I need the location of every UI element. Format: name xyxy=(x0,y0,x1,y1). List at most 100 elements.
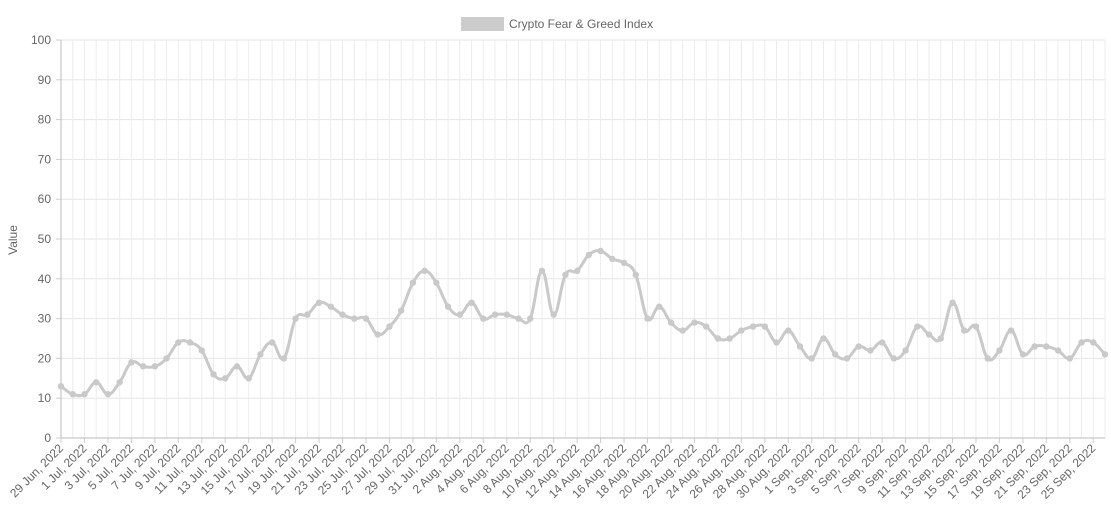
data-point[interactable] xyxy=(785,327,792,334)
data-point[interactable] xyxy=(362,315,370,322)
data-point[interactable] xyxy=(984,355,991,362)
data-point[interactable] xyxy=(949,299,956,306)
data-point[interactable] xyxy=(914,323,921,330)
data-point[interactable] xyxy=(702,323,710,330)
data-point[interactable] xyxy=(1078,339,1085,346)
data-point[interactable] xyxy=(597,247,604,255)
data-point[interactable] xyxy=(315,299,323,306)
data-point[interactable] xyxy=(397,307,405,314)
data-point[interactable] xyxy=(538,267,546,275)
data-point[interactable] xyxy=(433,279,440,286)
chart-grid xyxy=(60,39,1106,439)
data-point[interactable] xyxy=(1054,347,1062,354)
data-point[interactable] xyxy=(69,391,76,398)
data-point[interactable] xyxy=(855,343,862,350)
data-point[interactable] xyxy=(749,323,757,330)
data-point[interactable] xyxy=(714,335,722,342)
data-point[interactable] xyxy=(761,323,769,330)
data-point[interactable] xyxy=(280,355,288,362)
data-point[interactable] xyxy=(1043,343,1050,350)
data-point[interactable] xyxy=(386,323,393,330)
data-point[interactable] xyxy=(57,383,65,390)
data-point[interactable] xyxy=(632,271,639,279)
data-point[interactable] xyxy=(996,347,1003,354)
data-point[interactable] xyxy=(304,311,311,318)
data-point[interactable] xyxy=(92,379,100,386)
data-point[interactable] xyxy=(808,355,815,362)
data-point[interactable] xyxy=(116,379,123,386)
y-tick-label: 90 xyxy=(38,73,52,87)
data-point[interactable] xyxy=(773,339,780,346)
data-point[interactable] xyxy=(81,391,88,398)
y-tick-label: 50 xyxy=(38,232,52,246)
data-point[interactable] xyxy=(268,339,276,346)
data-point[interactable] xyxy=(562,271,569,279)
data-point[interactable] xyxy=(480,315,487,322)
data-point[interactable] xyxy=(515,315,522,322)
data-point[interactable] xyxy=(937,335,944,342)
data-point[interactable] xyxy=(527,315,534,322)
data-point[interactable] xyxy=(1066,355,1074,362)
data-point[interactable] xyxy=(585,251,593,259)
data-point[interactable] xyxy=(233,363,241,370)
data-point[interactable] xyxy=(972,323,980,330)
data-point[interactable] xyxy=(656,303,663,310)
data-point[interactable] xyxy=(620,259,628,267)
data-point[interactable] xyxy=(245,375,252,382)
data-point[interactable] xyxy=(667,319,675,326)
data-point[interactable] xyxy=(843,355,851,362)
data-point[interactable] xyxy=(186,339,194,346)
data-point[interactable] xyxy=(257,351,264,358)
data-point[interactable] xyxy=(644,315,651,322)
data-point[interactable] xyxy=(327,303,334,310)
data-point[interactable] xyxy=(175,339,182,346)
y-tick-label: 20 xyxy=(38,351,52,365)
data-point[interactable] xyxy=(409,279,417,286)
chart-legend[interactable]: Crypto Fear & Greed Index xyxy=(461,17,653,31)
data-point[interactable] xyxy=(128,359,135,366)
data-point[interactable] xyxy=(902,347,909,354)
data-point[interactable] xyxy=(1031,343,1038,350)
legend-swatch xyxy=(461,17,504,31)
data-point[interactable] xyxy=(151,363,159,370)
data-point[interactable] xyxy=(726,335,733,342)
data-point[interactable] xyxy=(550,311,557,318)
data-point[interactable] xyxy=(444,303,452,310)
data-point[interactable] xyxy=(456,311,464,318)
data-point[interactable] xyxy=(104,391,112,398)
data-point[interactable] xyxy=(961,327,968,334)
data-point[interactable] xyxy=(1007,327,1015,334)
data-point[interactable] xyxy=(374,331,381,338)
data-point[interactable] xyxy=(796,343,804,350)
data-point[interactable] xyxy=(1101,351,1109,358)
data-point[interactable] xyxy=(925,331,933,338)
data-point[interactable] xyxy=(503,311,510,318)
data-point[interactable] xyxy=(573,267,581,275)
data-point[interactable] xyxy=(292,315,299,322)
data-point[interactable] xyxy=(339,311,346,318)
data-point[interactable] xyxy=(163,355,170,362)
series-line xyxy=(59,249,1107,398)
data-point[interactable] xyxy=(468,299,475,306)
data-point[interactable] xyxy=(139,363,147,370)
data-point[interactable] xyxy=(351,315,358,322)
data-point[interactable] xyxy=(210,371,217,378)
data-point[interactable] xyxy=(878,339,886,346)
data-point[interactable] xyxy=(832,351,839,358)
data-point[interactable] xyxy=(198,347,205,354)
data-point[interactable] xyxy=(820,335,827,342)
data-point[interactable] xyxy=(1019,351,1027,358)
data-point[interactable] xyxy=(609,255,616,263)
data-point[interactable] xyxy=(222,375,229,382)
data-point[interactable] xyxy=(738,327,745,334)
data-point[interactable] xyxy=(421,267,428,275)
data-point[interactable] xyxy=(890,355,898,362)
y-tick-label: 10 xyxy=(38,391,52,405)
data-point[interactable] xyxy=(691,319,698,326)
data-point[interactable] xyxy=(491,311,499,318)
data-point[interactable] xyxy=(867,347,874,354)
data-point[interactable] xyxy=(679,327,686,334)
data-point[interactable] xyxy=(1090,339,1097,346)
